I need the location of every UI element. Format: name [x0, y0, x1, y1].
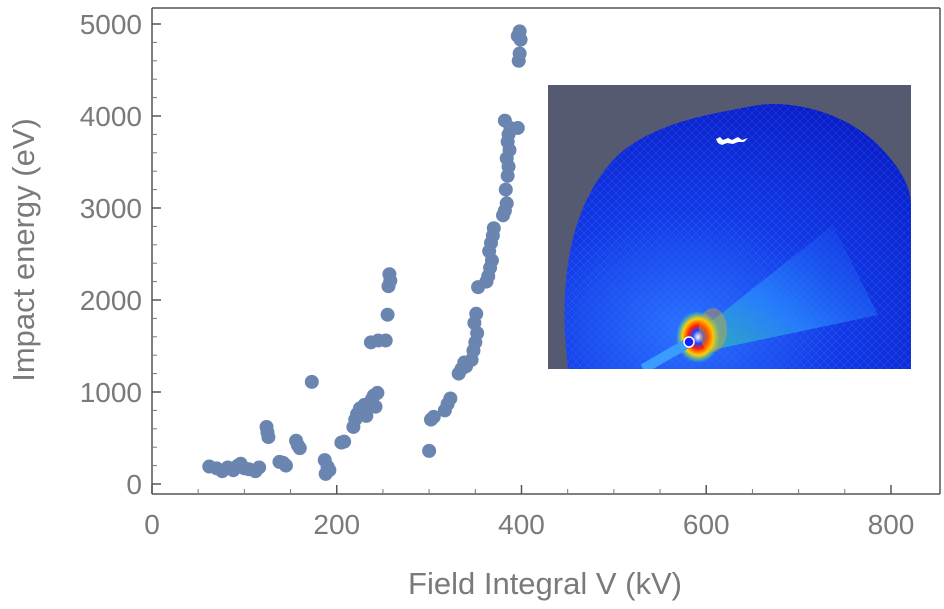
data-point — [512, 24, 527, 39]
data-point — [261, 430, 276, 445]
x-tick-label: 400 — [498, 509, 545, 540]
x-tick-label: 800 — [868, 509, 915, 540]
data-point — [370, 385, 385, 400]
data-point — [498, 182, 513, 197]
hot-ring — [676, 311, 720, 363]
y-tick-label: 2000 — [80, 285, 142, 316]
data-point — [378, 333, 393, 348]
data-point — [382, 267, 397, 282]
x-tick-label: 600 — [683, 509, 730, 540]
hot-core — [683, 336, 695, 348]
data-point — [318, 466, 333, 481]
data-point — [304, 374, 319, 389]
data-point — [252, 460, 267, 475]
data-point — [486, 221, 501, 236]
data-point — [497, 113, 512, 128]
data-point — [469, 306, 484, 321]
y-ticks: 0 1000 2000 3000 4000 5000 — [80, 9, 161, 500]
data-point — [368, 399, 383, 414]
data-point — [359, 408, 374, 423]
data-point — [422, 443, 437, 458]
data-point — [510, 120, 525, 135]
y-tick-label: 4000 — [80, 101, 142, 132]
warm-ring — [699, 308, 727, 352]
data-point — [292, 441, 307, 456]
data-point — [380, 307, 395, 322]
data-point — [499, 196, 514, 211]
y-tick-label: 3000 — [80, 193, 142, 224]
data-point — [278, 458, 293, 473]
x-tick-label: 0 — [144, 509, 160, 540]
x-ticks: 0 200 400 600 800 — [144, 485, 914, 540]
y-tick-label: 0 — [126, 469, 142, 500]
simulation-inset-image — [548, 85, 911, 369]
mesh-cone — [688, 225, 878, 353]
y-axis-title: Impact energy (eV) — [6, 118, 41, 382]
y-tick-label: 5000 — [80, 9, 142, 40]
y-tick-label: 1000 — [80, 377, 142, 408]
data-points — [202, 24, 528, 481]
data-point — [443, 391, 458, 406]
white-speckles — [716, 137, 748, 145]
x-axis-title: Field Integral V (kV) — [408, 566, 682, 601]
x-tick-label: 200 — [313, 509, 360, 540]
plot-frame — [151, 7, 941, 495]
data-point — [337, 434, 352, 449]
beam-pipe — [640, 338, 691, 369]
data-point — [512, 46, 527, 61]
data-point — [426, 409, 441, 424]
